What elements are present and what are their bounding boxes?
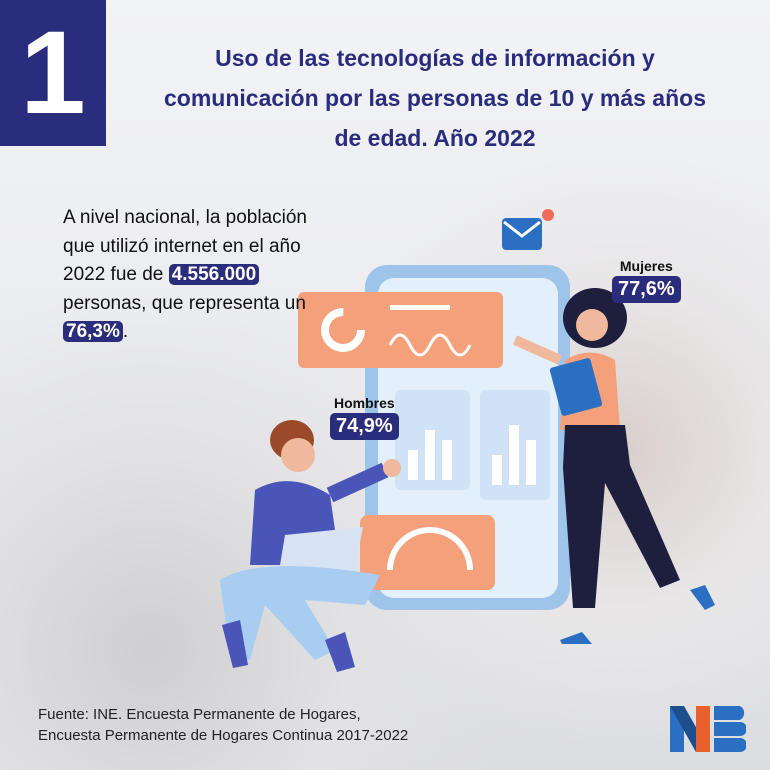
page-title: Uso de las tecnologías de información y … bbox=[164, 45, 706, 151]
woman-figure bbox=[512, 288, 715, 644]
summary-text: A nivel nacional, la población que utili… bbox=[63, 204, 323, 347]
summary-line2: personas, que representa un bbox=[63, 292, 306, 314]
ine-logo bbox=[670, 706, 746, 752]
source-line-2: Encuesta Permanente de Hogares Continua … bbox=[38, 727, 409, 744]
percent-badge: 76,3% bbox=[63, 321, 123, 342]
source-line-1: Fuente: INE. Encuesta Permanente de Hoga… bbox=[38, 706, 361, 723]
source-note: Fuente: INE. Encuesta Permanente de Hoga… bbox=[38, 704, 408, 746]
users-count-badge: 4.556.000 bbox=[168, 264, 260, 285]
period: . bbox=[122, 321, 129, 342]
men-label: Hombres bbox=[334, 395, 395, 411]
summary-line1: A nivel nacional, la población que utili… bbox=[63, 207, 308, 285]
phone-illustration bbox=[298, 209, 570, 610]
women-value: 77,6% bbox=[612, 276, 681, 303]
men-value: 74,9% bbox=[330, 413, 399, 440]
section-number: 1 bbox=[0, 0, 106, 146]
men-stat: Hombres 74,9% bbox=[330, 395, 399, 440]
women-label: Mujeres bbox=[619, 258, 673, 274]
women-stat: Mujeres 77,6% bbox=[612, 258, 681, 303]
man-figure bbox=[220, 420, 401, 672]
